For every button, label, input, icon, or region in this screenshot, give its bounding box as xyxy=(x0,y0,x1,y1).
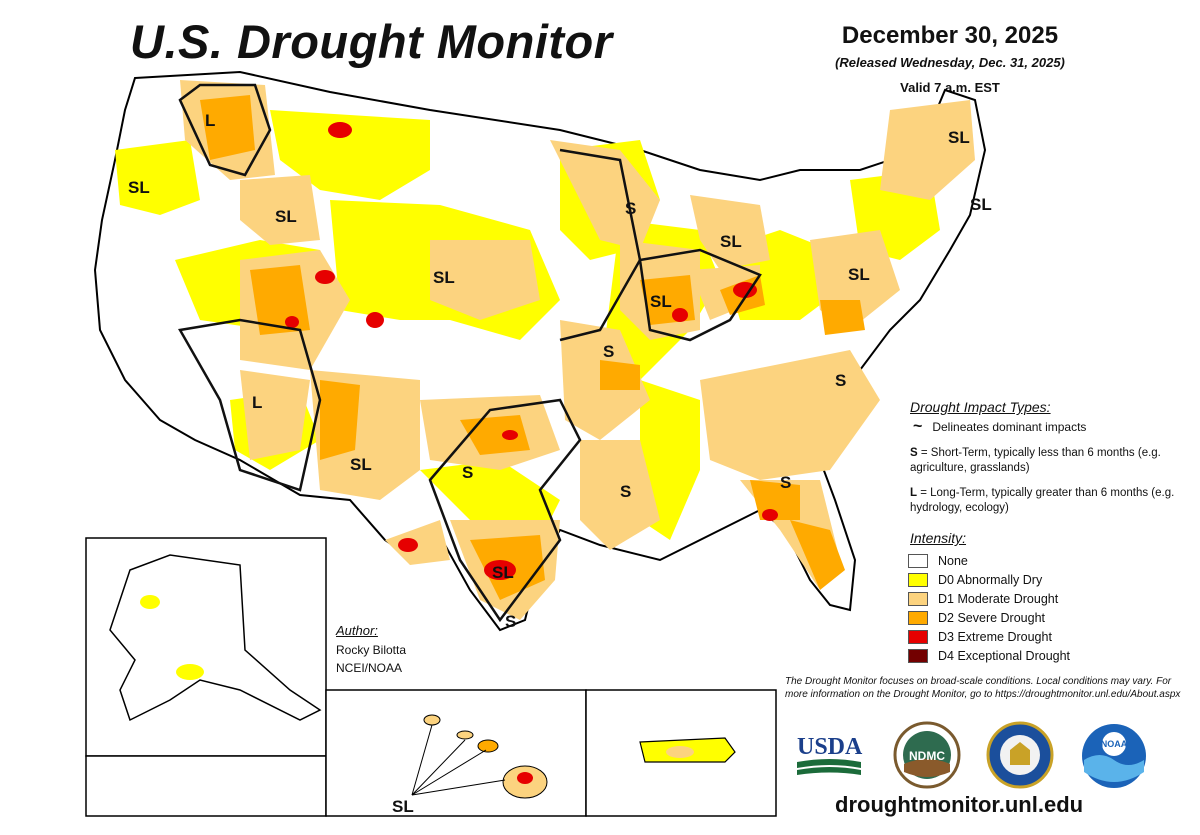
alaska-d0-north xyxy=(140,595,160,609)
site-url[interactable]: droughtmonitor.unl.edu xyxy=(835,792,1084,817)
legend-label: D0 Abnormally Dry xyxy=(938,572,1043,587)
legend-label: None xyxy=(938,553,968,568)
label-il: SL xyxy=(650,292,672,311)
impact-line-swatch: ~ xyxy=(913,418,923,435)
usda-logo: USDA xyxy=(797,734,863,775)
impact-long-term: L = Long-Term, typically greater than 6 … xyxy=(910,486,1180,516)
doc-seal-logo xyxy=(986,721,1054,789)
puerto-rico-d1 xyxy=(666,746,694,758)
impact-line-label: Delineates dominant impacts xyxy=(932,420,1087,434)
legend-swatch xyxy=(908,610,928,625)
impact-short-key: S xyxy=(910,447,918,459)
hawaii-inset xyxy=(325,689,587,817)
label-mi: SL xyxy=(720,232,742,251)
release-note: (Released Wednesday, Dec. 31, 2025) xyxy=(835,55,1065,70)
label-la: S xyxy=(620,482,631,501)
label-ne: SL xyxy=(433,268,455,287)
legend-row-d3: D3 Extreme Drought xyxy=(908,627,1070,646)
label-ok: S xyxy=(462,463,473,482)
legend-row-d1: D1 Moderate Drought xyxy=(908,589,1070,608)
legend-row-d0: D0 Abnormally Dry xyxy=(908,570,1070,589)
d3-areas xyxy=(285,122,778,580)
impact-long-text: = Long-Term, typically greater than 6 mo… xyxy=(910,487,1175,514)
map-title: U.S. Drought Monitor xyxy=(130,15,613,68)
label-id-south: SL xyxy=(275,207,297,226)
hawaii-pointers xyxy=(411,724,506,796)
valid-time: Valid 7 a.m. EST xyxy=(900,80,1000,95)
label-va: S xyxy=(835,371,846,390)
label-pa: SL xyxy=(848,265,870,284)
disclaimer-note: The Drought Monitor focuses on broad-sca… xyxy=(785,676,1181,700)
label-id-north: L xyxy=(205,111,215,130)
legend-label: D4 Exceptional Drought xyxy=(938,648,1071,663)
legend-label: D2 Severe Drought xyxy=(938,610,1046,625)
author-name: Rocky Bilotta xyxy=(336,643,407,657)
legend-label: D3 Extreme Drought xyxy=(938,629,1052,644)
label-tx-south: S xyxy=(505,612,516,631)
label-me: SL xyxy=(948,128,970,147)
alaska-outline xyxy=(109,554,322,722)
label-ma: SL xyxy=(970,195,992,214)
impact-short-term: S = Short-Term, typically less than 6 mo… xyxy=(910,446,1180,476)
author-title: Author: xyxy=(336,623,378,638)
alaska-d0-south xyxy=(176,664,204,680)
label-hi: SL xyxy=(392,797,414,816)
label-nv: L xyxy=(252,393,262,412)
legend-label: D1 Moderate Drought xyxy=(938,591,1059,606)
legend-swatch xyxy=(908,648,928,663)
impact-short-text: = Short-Term, typically less than 6 mont… xyxy=(910,447,1161,474)
intensity-title: Intensity: xyxy=(910,530,967,546)
impact-line-legend: ~ Delineates dominant impacts xyxy=(913,418,1087,435)
intensity-legend: None D0 Abnormally Dry D1 Moderate Droug… xyxy=(908,551,1070,665)
label-nm: SL xyxy=(350,455,372,474)
label-tx: SL xyxy=(492,563,514,582)
label-wi: S xyxy=(625,199,636,218)
legend-row-none: None xyxy=(908,551,1070,570)
author-org: NCEI/NOAA xyxy=(336,661,403,675)
legend-row-d4: D4 Exceptional Drought xyxy=(908,646,1070,665)
usda-logo-text: USDA xyxy=(797,734,863,760)
aleutian-inset xyxy=(85,755,327,817)
legend-swatch xyxy=(908,591,928,606)
map-date: December 30, 2025 xyxy=(841,22,1059,49)
impact-boundaries xyxy=(178,83,762,623)
label-wa: SL xyxy=(128,178,150,197)
label-ga: S xyxy=(780,473,791,492)
impact-long-key: L xyxy=(910,487,918,499)
legend-swatch xyxy=(908,572,928,587)
hawaii-islands xyxy=(423,714,548,799)
noaa-logo-text: NOAA xyxy=(1101,739,1128,749)
ndmc-logo: NDMC xyxy=(893,721,961,789)
ndmc-logo-text: NDMC xyxy=(909,749,945,763)
label-mo: S xyxy=(603,342,614,361)
legend-row-d2: D2 Severe Drought xyxy=(908,608,1070,627)
legend-swatch xyxy=(908,553,928,568)
impact-types-title: Drought Impact Types: xyxy=(910,399,1051,415)
legend-swatch xyxy=(908,629,928,644)
noaa-logo: NOAA xyxy=(1082,724,1146,788)
